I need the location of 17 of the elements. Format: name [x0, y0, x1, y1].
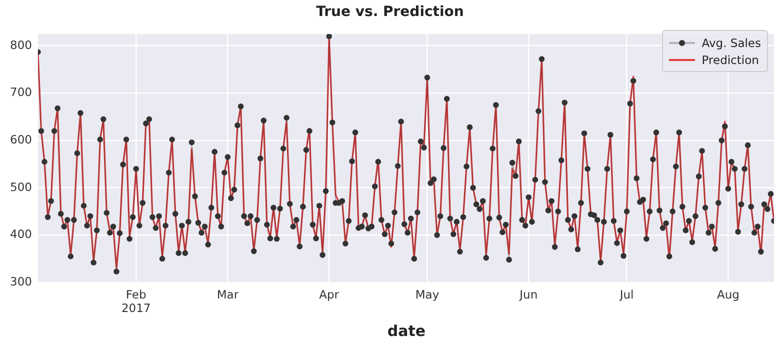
legend-label: Prediction — [702, 52, 759, 66]
x-tick-label: May — [415, 287, 440, 302]
x-tick-label: Mar — [216, 287, 239, 302]
x-tick-label: Feb 2017 — [121, 287, 151, 316]
x-tick-label: Jul — [618, 287, 634, 302]
y-tick-label: 800 — [10, 38, 32, 52]
x-tick-label: Aug — [716, 287, 740, 302]
x-tick-label: Jun — [518, 287, 538, 302]
chart-title: True vs. Prediction — [315, 4, 465, 20]
y-tick-label: 700 — [10, 85, 32, 100]
y-tick-label: 600 — [10, 132, 32, 146]
y-tick-label: 500 — [10, 180, 32, 194]
legend-label: Avg. Sales — [702, 36, 761, 50]
x-tick-label: Apr — [319, 287, 340, 302]
x-axis-title: date — [386, 322, 427, 340]
y-tick-label: 400 — [10, 227, 32, 242]
y-tick-label: 300 — [10, 274, 32, 288]
